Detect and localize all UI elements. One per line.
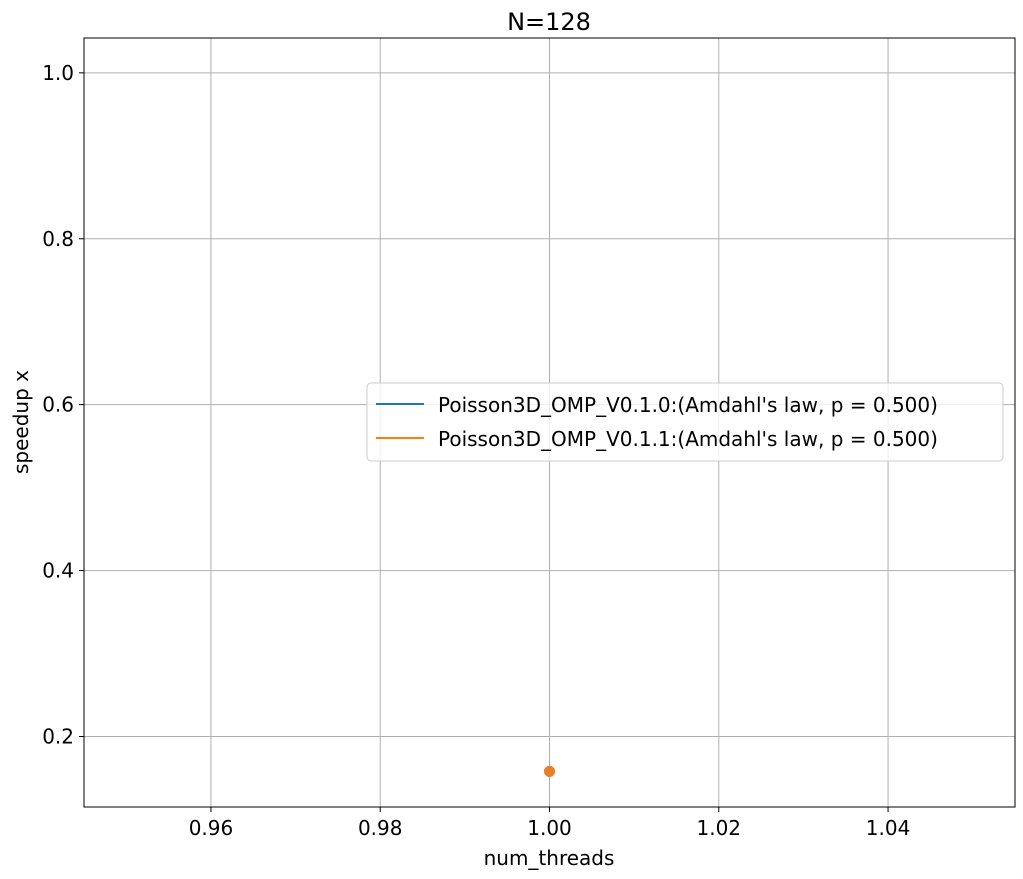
y-tick-label: 0.2	[42, 724, 74, 748]
chart-title: N=128	[507, 8, 591, 36]
y-tick-label: 0.6	[42, 393, 74, 417]
legend-box	[366, 382, 1004, 462]
x-tick-label: 1.04	[866, 816, 911, 840]
x-tick-label: 0.98	[358, 816, 403, 840]
y-tick-label: 0.8	[42, 227, 74, 251]
legend: Poisson3D_OMP_V0.1.0:(Amdahl's law, p = …	[366, 382, 1004, 462]
x-tick-label: 1.00	[527, 816, 572, 840]
y-tick-label: 1.0	[42, 61, 74, 85]
y-tick-label: 0.4	[42, 559, 74, 583]
y-axis-ticks: 0.2 0.4 0.6 0.8 1.0	[42, 61, 84, 748]
legend-label-series-1: Poisson3D_OMP_V0.1.0:(Amdahl's law, p = …	[438, 393, 938, 417]
legend-label-series-2: Poisson3D_OMP_V0.1.1:(Amdahl's law, p = …	[438, 427, 938, 451]
y-axis-label: speedup x	[9, 370, 33, 474]
data-point-series-2	[544, 765, 555, 777]
x-tick-label: 1.02	[697, 816, 742, 840]
x-tick-label: 0.96	[189, 816, 234, 840]
x-axis-ticks: 0.96 0.98 1.00 1.02 1.04	[189, 807, 911, 840]
data-points	[544, 765, 555, 777]
x-axis-label: num_threads	[484, 846, 615, 870]
